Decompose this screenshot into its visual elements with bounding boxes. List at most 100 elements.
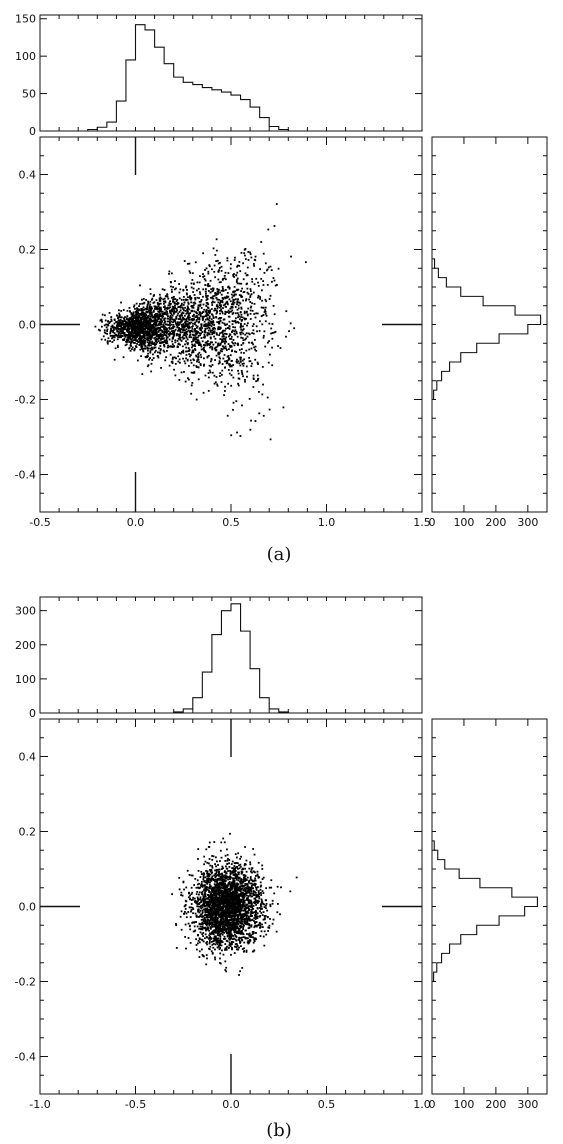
scatter-point [144, 327, 147, 330]
scatter-point [147, 333, 149, 336]
scatter-point [222, 953, 225, 956]
scatter-point [140, 320, 143, 323]
scatter-point [154, 323, 157, 326]
scatter-point [240, 316, 242, 318]
scatter-point [170, 302, 172, 305]
scatter-point [228, 315, 231, 318]
scatter-point [246, 287, 249, 290]
scatter-point [247, 332, 250, 335]
scatter-point [135, 346, 138, 349]
scatter-point [252, 263, 255, 265]
scatter-point [246, 322, 249, 325]
scatter-point [195, 340, 197, 343]
scatter-point [183, 913, 185, 915]
scatter-point [134, 314, 136, 317]
scatter-point [138, 324, 141, 326]
scatter-point [218, 267, 221, 269]
scatter-point [241, 316, 244, 319]
scatter-point [181, 345, 184, 348]
scatter-point [152, 334, 154, 336]
scatter-point [194, 298, 197, 301]
scatter-point [214, 349, 217, 351]
scatter-point [190, 340, 193, 343]
scatter-point [224, 302, 227, 305]
scatter-point [165, 356, 168, 359]
scatter-point [193, 329, 196, 331]
scatter-point [276, 911, 279, 914]
scatter-point [199, 364, 202, 367]
scatter-point [196, 942, 199, 945]
scatter-point [149, 323, 152, 326]
scatter-point [155, 343, 158, 345]
scatter-point [202, 935, 204, 937]
scatter-point [207, 372, 210, 374]
scatter-point [134, 335, 137, 337]
scatter-point [197, 358, 200, 361]
scatter-point [165, 332, 168, 334]
scatter-point [228, 344, 231, 347]
scatter-point [178, 333, 181, 336]
scatter-point [229, 933, 231, 936]
scatter-point [232, 941, 235, 944]
scatter-point [250, 901, 253, 904]
scatter-point [245, 317, 248, 320]
scatter-point [219, 302, 221, 305]
scatter-point [250, 905, 253, 907]
scatter-point [100, 325, 103, 328]
scatter-point [188, 330, 191, 333]
scatter-point [220, 309, 222, 312]
scatter-point [196, 296, 199, 299]
scatter-point [196, 360, 198, 363]
scatter-point [223, 277, 226, 280]
scatter-point [187, 312, 190, 315]
scatter-point [153, 313, 156, 316]
scatter-point [233, 912, 236, 914]
scatter-point [214, 901, 216, 903]
scatter-point [231, 313, 234, 315]
scatter-point [182, 295, 185, 298]
scatter-point [211, 304, 214, 306]
scatter-point [182, 325, 185, 327]
scatter-point [133, 322, 136, 324]
scatter-point [152, 322, 155, 325]
scatter-point [123, 323, 126, 326]
scatter-point [166, 320, 169, 323]
scatter-point [244, 907, 247, 910]
scatter-point [202, 288, 205, 291]
scatter-point [116, 334, 118, 337]
scatter-point [230, 936, 233, 938]
scatter-point [164, 323, 167, 326]
scatter-point [224, 329, 226, 332]
scatter-point [211, 329, 214, 332]
scatter-point [179, 331, 182, 334]
scatter-point [195, 318, 198, 321]
scatter-point [236, 894, 239, 897]
scatter-point [147, 344, 150, 347]
scatter-point [156, 335, 159, 338]
scatter-point [304, 261, 307, 264]
scatter-point [141, 321, 144, 324]
scatter-point [169, 310, 172, 313]
scatter-point [197, 334, 200, 337]
scatter-point [215, 898, 218, 901]
scatter-point [224, 345, 227, 348]
scatter-point [248, 298, 250, 301]
scatter-point [190, 321, 193, 324]
scatter-point [234, 290, 236, 293]
scatter-point [211, 923, 214, 926]
scatter-point [250, 365, 253, 367]
scatter-point [150, 348, 153, 351]
scatter-point [269, 905, 272, 908]
scatter-point [187, 350, 190, 352]
scatter-point [228, 363, 230, 365]
scatter-point [223, 340, 225, 343]
scatter-point [205, 310, 207, 313]
scatter-point [174, 341, 177, 344]
scatter-point [170, 332, 173, 335]
scatter-point [267, 930, 270, 932]
scatter-point [183, 260, 186, 262]
scatter-point [106, 332, 109, 335]
scatter-point [227, 382, 230, 385]
scatter-point [167, 315, 169, 318]
scatter-point [225, 948, 228, 951]
